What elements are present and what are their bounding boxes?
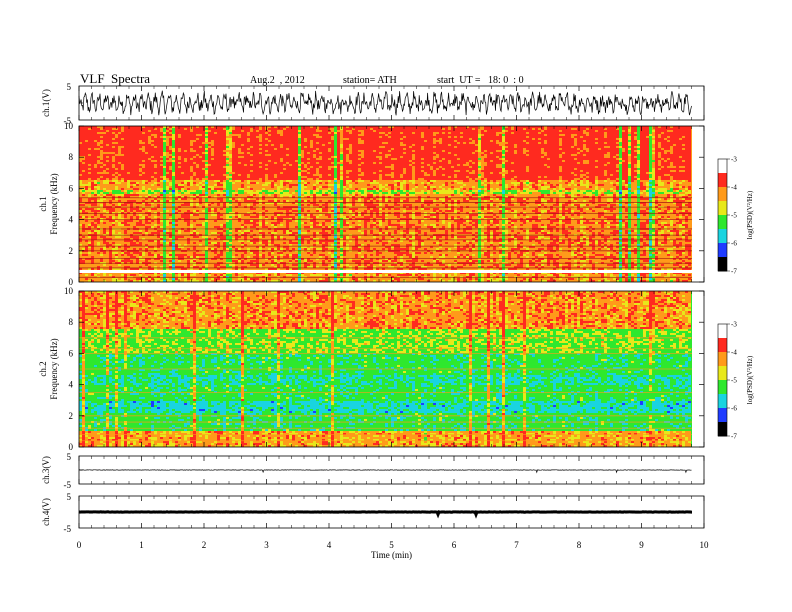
colorbar-segment bbox=[718, 380, 727, 395]
x-tick-label: 3 bbox=[264, 540, 269, 550]
waveform-trace-0 bbox=[78, 90, 692, 116]
colorbar-tick-label: -6 bbox=[731, 240, 737, 248]
spectrogram-cells bbox=[79, 353, 691, 431]
colorbar-tick-label: -6 bbox=[731, 405, 737, 413]
station-label: station= ATH bbox=[343, 75, 397, 86]
colorbar-segment bbox=[718, 187, 727, 202]
colorbar-tick-label: -3 bbox=[731, 321, 737, 329]
colorbar-segment bbox=[718, 422, 727, 437]
colorbar-segment bbox=[718, 352, 727, 367]
y-axis-label: ch.1 bbox=[38, 196, 48, 211]
waveform-trace-4 bbox=[78, 510, 692, 519]
y-axis-label: Frequency (kHz) bbox=[49, 338, 59, 399]
y-tick-label: 6 bbox=[69, 183, 74, 193]
colorbar-tick-label: -4 bbox=[731, 184, 737, 192]
y-tick-label: 2 bbox=[69, 246, 74, 256]
x-tick-label: 7 bbox=[514, 540, 519, 550]
x-tick-label: 6 bbox=[452, 540, 457, 550]
y-tick-label: 8 bbox=[69, 152, 74, 162]
y-tick-label: 5 bbox=[67, 82, 72, 92]
start-time-label: start UT = 18: 0 : 0 bbox=[437, 75, 524, 86]
colorbar-segment bbox=[718, 243, 727, 258]
x-tick-label: 9 bbox=[639, 540, 644, 550]
y-axis-label: ch.4(V) bbox=[41, 498, 51, 526]
y-tick-label: 8 bbox=[69, 317, 74, 327]
colorbar-segment bbox=[718, 408, 727, 423]
y-axis-label: ch.3(V) bbox=[41, 456, 51, 484]
y-tick-label: 0 bbox=[69, 277, 74, 287]
x-tick-label: 5 bbox=[389, 540, 394, 550]
colorbar-segment bbox=[718, 324, 727, 339]
chart-title: VLF Spectra bbox=[80, 71, 151, 86]
colorbar-segment bbox=[718, 394, 727, 409]
x-axis-label: Time (min) bbox=[371, 550, 412, 560]
y-tick-label: 10 bbox=[64, 286, 74, 296]
y-tick-label: 10 bbox=[64, 121, 74, 131]
y-tick-label: -5 bbox=[64, 524, 72, 534]
date-label: Aug.2 , 2012 bbox=[250, 75, 305, 86]
x-tick-label: 1 bbox=[139, 540, 144, 550]
y-tick-label: 0 bbox=[69, 442, 74, 452]
x-tick-label: 4 bbox=[327, 540, 332, 550]
colorbar-label: log(PSD)(V²/Hz) bbox=[746, 355, 754, 404]
y-tick-label: 6 bbox=[69, 348, 74, 358]
y-axis-label: ch.2 bbox=[38, 361, 48, 376]
waveform-trace-3 bbox=[78, 469, 692, 474]
colorbar-segment bbox=[718, 159, 727, 174]
colorbar-tick-label: -5 bbox=[731, 377, 737, 385]
spectrogram-cells bbox=[79, 126, 691, 282]
colorbar-segment bbox=[718, 201, 727, 216]
y-tick-label: -5 bbox=[64, 480, 72, 490]
spectrogram-cells bbox=[79, 291, 691, 447]
colorbar-tick-label: -4 bbox=[731, 349, 737, 357]
y-tick-label: 5 bbox=[67, 452, 72, 462]
colorbar-tick-label: -3 bbox=[731, 156, 737, 164]
colorbar-segment bbox=[718, 257, 727, 272]
colorbar-segment bbox=[718, 229, 727, 244]
colorbar-segment bbox=[718, 338, 727, 353]
colorbar-label: log(PSD)(V²/Hz) bbox=[746, 190, 754, 239]
y-tick-label: 5 bbox=[67, 492, 72, 502]
y-tick-label: 4 bbox=[69, 215, 74, 225]
y-axis-label: ch.1(V) bbox=[41, 89, 51, 117]
x-tick-label: 0 bbox=[77, 540, 82, 550]
colorbar-segment bbox=[718, 366, 727, 381]
y-tick-label: 2 bbox=[69, 411, 74, 421]
y-axis-label: Frequency (kHz) bbox=[49, 173, 59, 234]
colorbar-segment bbox=[718, 215, 727, 230]
y-tick-label: 4 bbox=[69, 380, 74, 390]
colorbar-tick-label: -5 bbox=[731, 212, 737, 220]
x-tick-label: 2 bbox=[202, 540, 207, 550]
y-tick-label: -5 bbox=[64, 116, 72, 126]
spectrogram-gap bbox=[79, 270, 692, 273]
x-tick-label: 8 bbox=[577, 540, 582, 550]
colorbar-tick-label: -7 bbox=[731, 433, 737, 441]
x-tick-label: 10 bbox=[700, 540, 710, 550]
colorbar-tick-label: -7 bbox=[731, 268, 737, 276]
colorbar-segment bbox=[718, 173, 727, 188]
